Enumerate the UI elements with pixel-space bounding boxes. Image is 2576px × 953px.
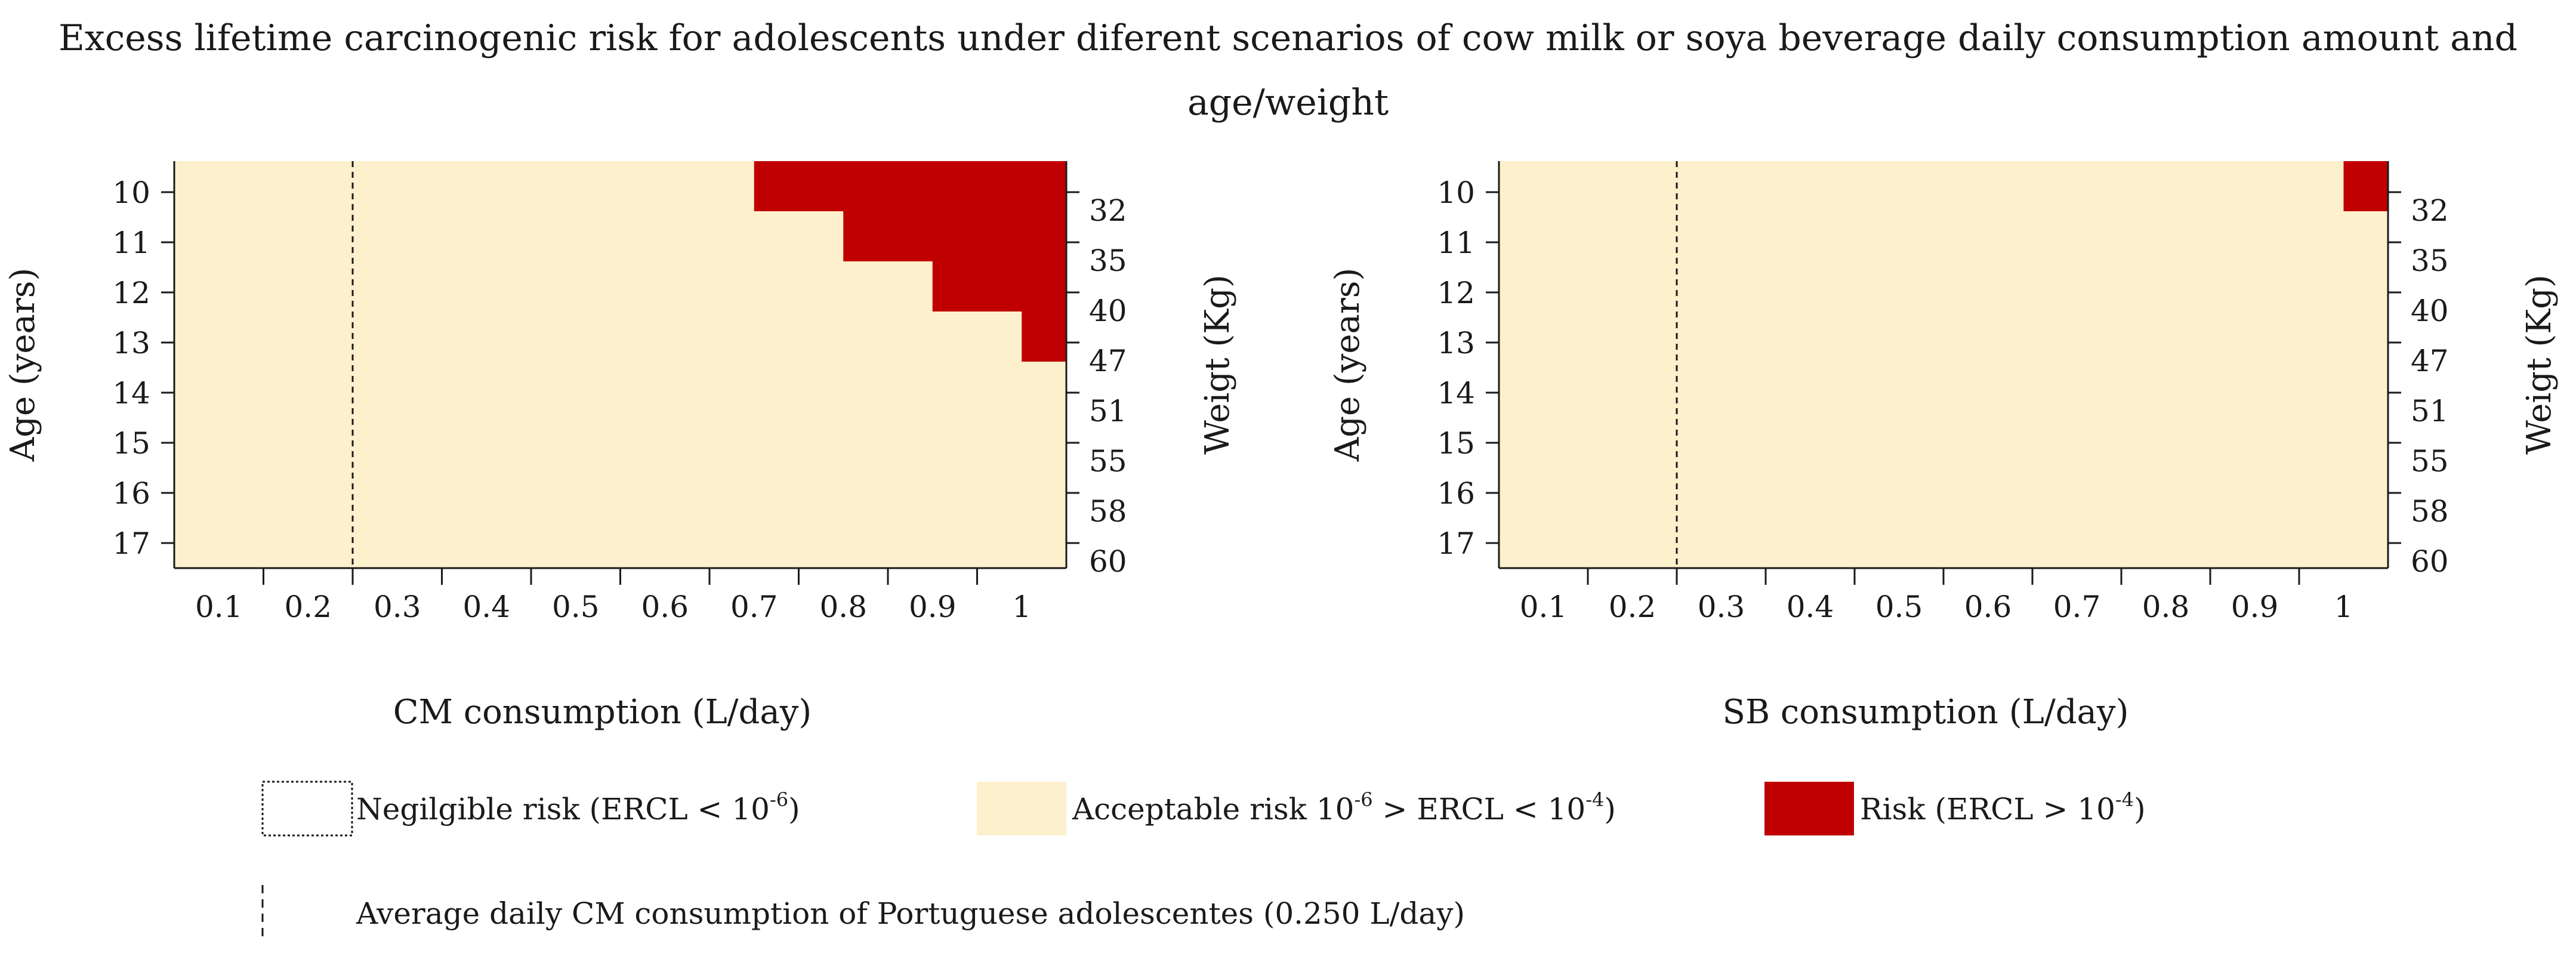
age-tick-label: 12 [1437, 276, 1475, 310]
legend-risk-swatch [1764, 782, 1854, 835]
x-tick-label: 0.3 [374, 590, 421, 624]
weight-tick-label: 40 [2411, 294, 2449, 328]
age-tick-label: 16 [1437, 476, 1475, 511]
age-tick-label: 15 [112, 426, 150, 461]
weight-tick-label: 47 [1089, 344, 1127, 378]
x-tick-label: 0.3 [1698, 590, 1745, 624]
y2-axis-title: Weigt (Kg) [2520, 275, 2559, 455]
x-tick-label: 0.4 [1787, 590, 1834, 624]
x-tick-label: 0.6 [1964, 590, 2012, 624]
legend-acceptable-swatch [977, 782, 1066, 835]
x-tick-label: 0.9 [909, 590, 957, 624]
age-tick-label: 11 [112, 226, 150, 260]
legend-acceptable-text: Acceptable risk 10-6 > ERCL < 10-4) [1072, 788, 1616, 826]
age-tick-label: 13 [1437, 326, 1475, 360]
x-axis-title: CM consumption (L/day) [393, 693, 812, 732]
age-tick-label: 15 [1437, 426, 1475, 461]
risk-cell [1022, 312, 1066, 362]
age-tick-label: 13 [112, 326, 150, 360]
risk-cell [754, 161, 1066, 211]
y-axis-title: Age (years) [4, 268, 42, 462]
age-tick-label: 10 [1437, 175, 1475, 210]
x-axis-title: SB consumption (L/day) [1723, 693, 2129, 732]
age-tick-label: 14 [1437, 376, 1475, 411]
x-tick-label: 0.8 [2142, 590, 2190, 624]
x-tick-label: 0.8 [819, 590, 867, 624]
age-tick-label: 17 [112, 526, 150, 561]
legend: Negilgible risk (ERCL < 10-6) Acceptable… [261, 781, 2146, 940]
chart-title: Excess lifetime carcinogenic risk for ad… [58, 17, 2518, 124]
weight-tick-label: 32 [2411, 193, 2449, 228]
weight-tick-label: 32 [1089, 193, 1127, 228]
legend-average-text: Average daily CM consumption of Portugue… [356, 896, 1465, 931]
age-tick-label: 12 [112, 276, 150, 310]
weight-tick-label: 58 [1089, 494, 1127, 529]
age-tick-label: 11 [1437, 226, 1475, 260]
age-tick-label: 17 [1437, 526, 1475, 561]
age-tick-label: 14 [112, 376, 150, 411]
weight-tick-label: 55 [1089, 444, 1127, 479]
acceptable-area [1499, 161, 2388, 568]
x-tick-label: 0.2 [284, 590, 332, 624]
weight-tick-label: 51 [2411, 394, 2449, 428]
x-tick-label: 0.1 [195, 590, 243, 624]
x-tick-label: 0.4 [462, 590, 510, 624]
risk-cell [932, 261, 1066, 312]
x-tick-label: 0.5 [1875, 590, 1923, 624]
legend-risk-text: Risk (ERCL > 10-4) [1860, 788, 2146, 826]
age-tick-label: 16 [112, 476, 150, 511]
x-tick-label: 0.7 [730, 590, 778, 624]
x-tick-label: 0.5 [552, 590, 600, 624]
cm-heatmap-panel: 0.1 0.2 0.3 0.4 0.5 0.6 0.7 0.8 0.9 1 10 11 12 13 14 15… [4, 161, 1237, 732]
weight-tick-label: 58 [2411, 494, 2449, 529]
x-tick-label: 0.2 [1609, 590, 1656, 624]
weight-tick-label: 60 [1089, 544, 1127, 579]
risk-cell [843, 211, 1066, 261]
sb-heatmap-panel: 0.1 0.2 0.3 0.4 0.5 0.6 0.7 0.8 0.9 1 10 11 12 13 14 15… [1328, 161, 2559, 732]
x-tick-label: 0.6 [641, 590, 689, 624]
x-tick-label: 1 [2334, 590, 2353, 624]
weight-tick-label: 47 [2411, 344, 2449, 378]
risk-cell [2343, 161, 2388, 211]
weight-tick-label: 35 [2411, 243, 2449, 278]
weight-tick-label: 40 [1089, 294, 1127, 328]
weight-tick-label: 51 [1089, 394, 1127, 428]
x-tick-label: 0.1 [1520, 590, 1568, 624]
x-tick-label: 1 [1012, 590, 1031, 624]
weight-tick-label: 35 [1089, 243, 1127, 278]
legend-negligible-swatch [261, 781, 353, 837]
legend-negligible-text: Negilgible risk (ERCL < 10-6) [356, 788, 800, 826]
x-tick-label: 0.9 [2231, 590, 2279, 624]
y2-axis-title: Weigt (Kg) [1198, 275, 1237, 455]
x-tick-label: 0.7 [2053, 590, 2101, 624]
weight-tick-label: 55 [2411, 444, 2449, 479]
weight-tick-label: 60 [2411, 544, 2449, 579]
age-tick-label: 10 [112, 175, 150, 210]
y-axis-title: Age (years) [1328, 268, 1367, 462]
